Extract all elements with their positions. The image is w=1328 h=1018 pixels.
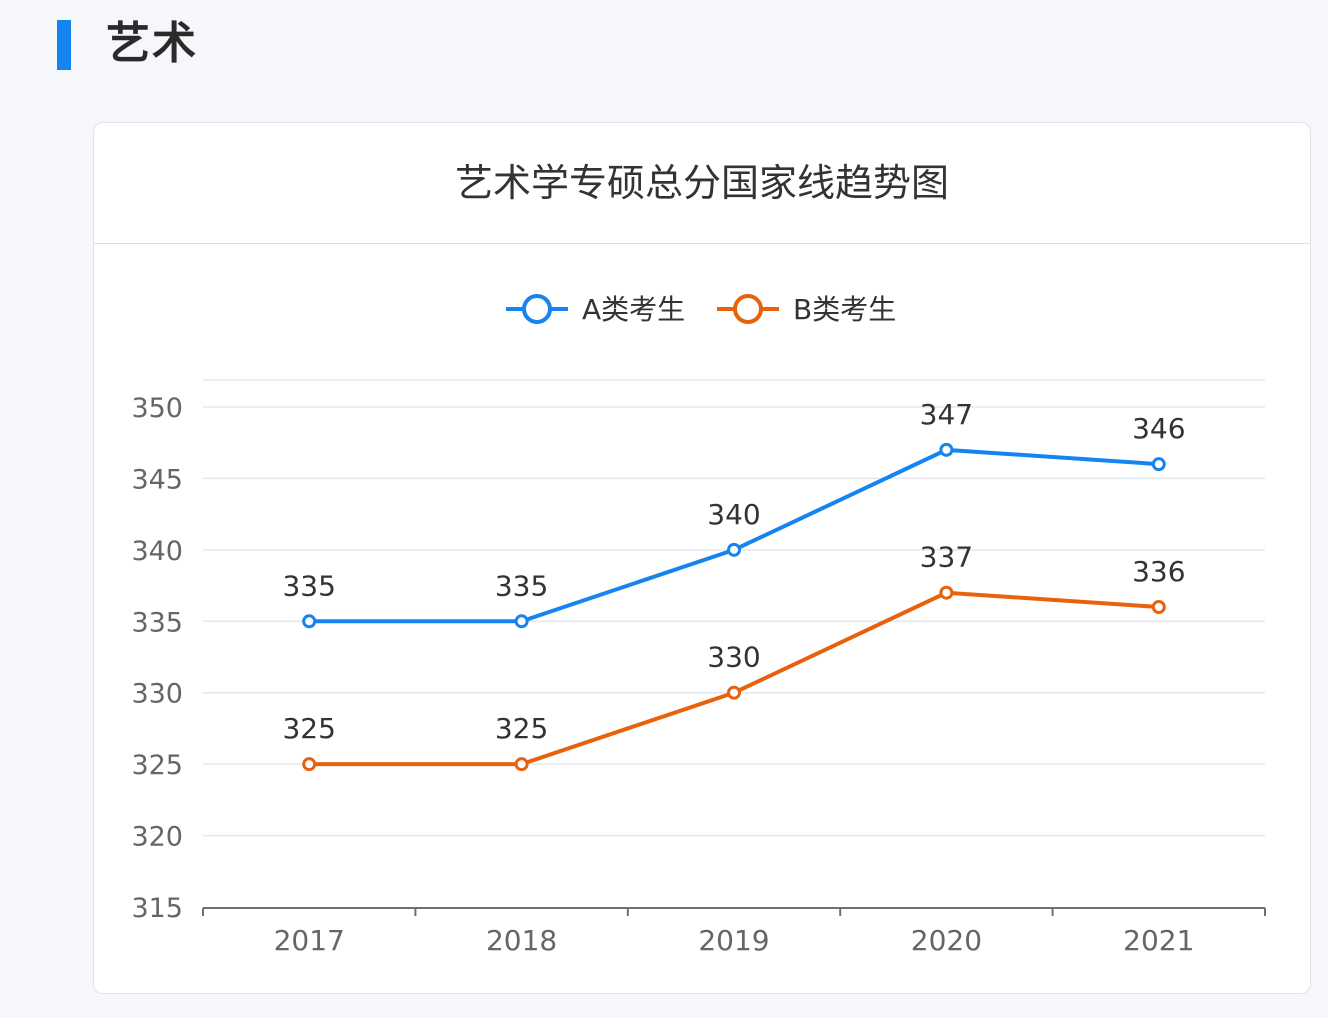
data-label: 325 — [495, 712, 548, 745]
data-point — [939, 585, 954, 600]
x-tick-label: 2018 — [486, 924, 557, 957]
legend-item-a: A类考生 — [506, 293, 685, 326]
chart-card: 艺术学专硕总分国家线趋势图 — [93, 122, 1311, 994]
legend-marker — [522, 294, 552, 324]
data-label: 336 — [1132, 555, 1185, 588]
data-label: 346 — [1132, 412, 1185, 445]
data-label: 337 — [920, 541, 973, 574]
legend-item-b: B类考生 — [717, 293, 896, 326]
series-line-a — [309, 447, 1159, 624]
x-tick-label: 2021 — [1123, 924, 1194, 957]
data-point — [302, 614, 317, 629]
x-tick-label: 2020 — [911, 924, 982, 957]
data-label: 325 — [282, 712, 335, 745]
data-label: 347 — [920, 398, 973, 431]
y-tick-label: 335 — [131, 607, 183, 638]
y-tick-label: 330 — [131, 679, 183, 710]
legend-label: B类考生 — [793, 293, 896, 326]
x-tick-label: 2019 — [698, 924, 769, 957]
data-point — [1151, 600, 1166, 614]
data-label: 335 — [282, 569, 335, 602]
section-title: 艺术 — [106, 18, 198, 69]
data-point — [514, 614, 529, 629]
section-header: 艺术 — [0, 0, 1328, 100]
data-point — [1151, 457, 1166, 472]
data-point — [514, 757, 529, 772]
y-tick-label: 315 — [131, 893, 183, 924]
y-tick-label: 340 — [131, 536, 183, 567]
legend-marker — [733, 294, 763, 324]
y-tick-label: 320 — [131, 822, 183, 853]
x-tick-label: 2017 — [274, 924, 345, 957]
data-point — [727, 685, 741, 700]
legend-label: A类考生 — [582, 293, 685, 326]
y-tick-label: 325 — [131, 750, 183, 781]
data-label: 340 — [707, 498, 760, 531]
data-label: 335 — [495, 569, 548, 602]
chart-title: 艺术学专硕总分国家线趋势图 — [94, 123, 1310, 244]
section-accent-bar — [57, 20, 71, 70]
data-point — [939, 442, 954, 457]
data-label: 330 — [707, 641, 760, 674]
data-point — [727, 542, 741, 557]
y-tick-label: 350 — [131, 393, 183, 424]
y-tick-label: 345 — [131, 464, 183, 495]
series-line-b — [309, 590, 1159, 767]
data-point — [302, 757, 317, 772]
